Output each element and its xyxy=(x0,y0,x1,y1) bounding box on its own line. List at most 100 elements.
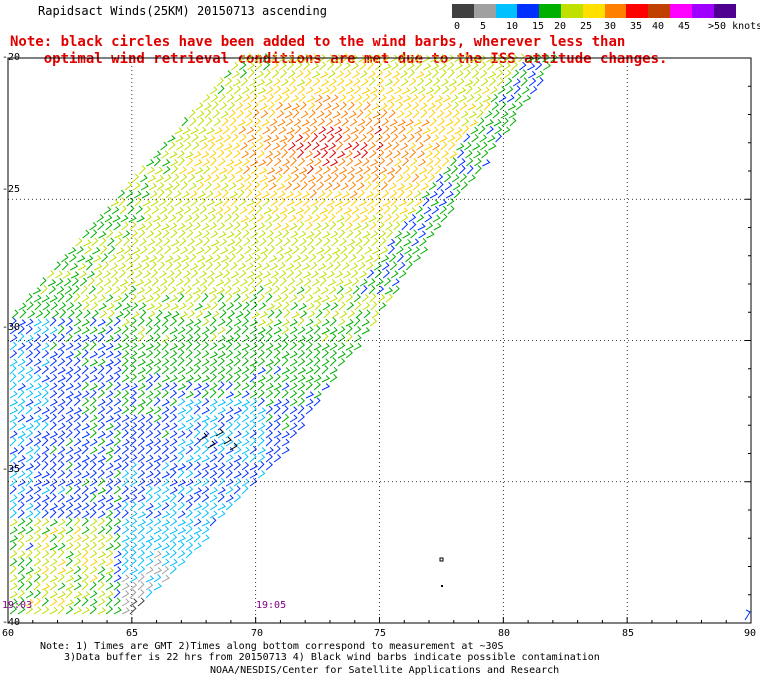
wind-barb xyxy=(373,117,381,127)
wind-barb xyxy=(192,141,200,151)
wind-barb xyxy=(330,230,339,239)
wind-barb xyxy=(374,262,382,271)
wind-barb xyxy=(41,342,50,351)
wind-barb xyxy=(161,382,170,391)
wind-barb xyxy=(295,61,303,71)
wind-barb xyxy=(371,237,379,247)
wind-barb xyxy=(209,446,218,455)
wind-barb xyxy=(398,53,406,63)
wind-barb xyxy=(225,358,234,367)
wind-barb xyxy=(17,455,26,463)
wind-barb xyxy=(439,69,447,79)
wind-barb xyxy=(228,246,236,255)
wind-barb xyxy=(319,61,327,71)
wind-barb xyxy=(93,254,102,263)
wind-barb xyxy=(330,158,339,167)
wind-barb xyxy=(219,238,228,247)
wind-barb xyxy=(336,77,345,87)
wind-barb xyxy=(185,541,194,551)
wind-barb xyxy=(213,117,222,127)
wind-barb xyxy=(113,381,122,391)
wind-barb xyxy=(297,397,306,407)
wind-barb xyxy=(341,190,350,199)
wind-barb xyxy=(313,365,321,375)
wind-barb xyxy=(318,126,327,135)
wind-barb xyxy=(275,309,283,319)
wind-barb xyxy=(233,413,241,423)
wind-barb xyxy=(209,317,217,327)
wind-barb xyxy=(220,110,229,119)
wind-barb xyxy=(73,478,82,487)
wind-barb xyxy=(57,405,65,415)
wind-barb xyxy=(254,53,262,63)
wind-barb xyxy=(202,165,211,175)
wind-barb xyxy=(238,269,247,279)
wind-barb xyxy=(272,285,280,295)
wind-barb xyxy=(328,142,337,151)
wind-barb xyxy=(297,85,306,95)
wind-barb xyxy=(153,477,162,487)
colorbar-swatch xyxy=(473,4,497,18)
wind-barb xyxy=(405,189,414,199)
wind-barb xyxy=(209,382,218,391)
wind-barb xyxy=(342,126,351,135)
wind-barb xyxy=(73,365,82,375)
wind-barb xyxy=(241,446,250,455)
wind-barb xyxy=(426,157,434,167)
wind-barb xyxy=(41,542,50,551)
wind-barb xyxy=(335,278,344,287)
wind-barb xyxy=(153,358,162,367)
wind-barb xyxy=(302,53,310,63)
wind-barb xyxy=(105,397,114,407)
wind-barb xyxy=(177,541,185,551)
wind-barb xyxy=(73,318,82,327)
wind-barb xyxy=(400,78,409,87)
wind-barb xyxy=(233,399,243,407)
wind-barb xyxy=(267,175,277,183)
wind-barb xyxy=(434,165,442,175)
footer-line-1: Note: 1) Times are GMT 2)Times along bot… xyxy=(40,641,504,652)
wind-barb xyxy=(379,173,388,183)
wind-barb xyxy=(335,61,343,71)
wind-barb xyxy=(154,157,161,167)
wind-barb xyxy=(137,542,146,551)
wind-barb xyxy=(81,397,90,407)
colorbar-label: 20 xyxy=(554,21,567,32)
wind-barb xyxy=(153,534,162,543)
wind-barb xyxy=(352,77,361,87)
wind-barb xyxy=(178,157,185,167)
wind-barb xyxy=(26,301,34,311)
wind-barb xyxy=(305,221,313,231)
wind-barb xyxy=(168,141,176,151)
wind-barb xyxy=(185,549,193,559)
wind-barb xyxy=(187,238,195,247)
wind-barb xyxy=(313,342,322,351)
wind-barb xyxy=(73,334,82,343)
lon-label: 75 xyxy=(374,628,387,639)
wind-barb xyxy=(232,70,240,79)
wind-barb xyxy=(370,230,379,239)
wind-barb xyxy=(226,94,235,103)
wind-barb xyxy=(233,341,242,351)
wind-barb xyxy=(73,606,82,615)
wind-barb xyxy=(121,582,130,591)
wind-barb xyxy=(97,534,106,543)
wind-barb xyxy=(265,365,273,375)
wind-barb xyxy=(281,356,289,367)
wind-barb xyxy=(261,190,270,199)
wind-barb xyxy=(94,270,103,279)
wind-barb xyxy=(113,397,122,407)
wind-barb xyxy=(181,190,190,199)
wind-barb xyxy=(105,350,114,359)
wind-barb xyxy=(73,591,83,599)
contaminated-wind-barb xyxy=(199,432,208,441)
wind-barb xyxy=(249,373,257,383)
wind-barb xyxy=(17,606,26,615)
wind-barb xyxy=(61,261,69,271)
wind-barb xyxy=(17,493,25,503)
wind-barb xyxy=(249,421,257,431)
wind-barb xyxy=(9,349,18,359)
wind-barb xyxy=(241,422,250,431)
wind-barb xyxy=(57,502,66,511)
wind-barb xyxy=(193,493,202,503)
